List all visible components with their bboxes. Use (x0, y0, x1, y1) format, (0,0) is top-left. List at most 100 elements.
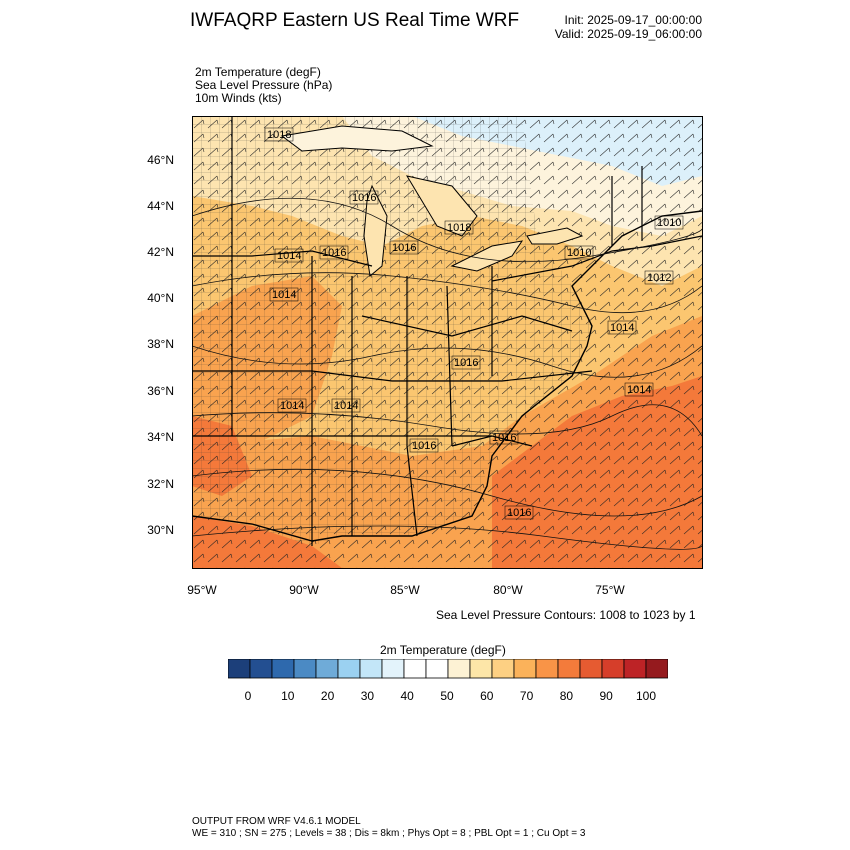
pressure-label-box (451, 355, 481, 370)
colorbar-swatch (228, 659, 251, 679)
contour-note: Sea Level Pressure Contours: 1008 to 102… (436, 608, 696, 622)
lake-michigan (363, 184, 388, 277)
pressure-label-box (264, 127, 294, 142)
colorbar-label: 50 (440, 689, 454, 703)
pressure-label-box (319, 245, 349, 260)
lat-tick-label: 46°N (147, 153, 174, 167)
colorbar-swatch (403, 659, 427, 679)
pressure-label-box (644, 270, 674, 285)
pressure-label-box (444, 220, 474, 235)
pressure-label-box (624, 382, 654, 397)
colorbar-swatch (623, 659, 647, 679)
pressure-label-box (269, 287, 299, 302)
pressure-label: 1010 (657, 217, 681, 229)
pressure-label: 1014 (610, 322, 634, 334)
lat-tick-label: 38°N (147, 337, 174, 351)
colorbar-swatch (425, 659, 449, 679)
colorbar-swatch (359, 659, 383, 679)
pressure-label-box (489, 430, 519, 445)
colorbar-swatch (249, 659, 273, 679)
lat-tick-label: 30°N (147, 523, 174, 537)
pressure-label: 1016 (412, 440, 436, 452)
colorbar-swatch (579, 659, 603, 679)
pressure-label: 1016 (492, 432, 516, 444)
pressure-label: 1018 (447, 222, 471, 234)
pressure-label: 1014 (627, 384, 651, 396)
county-lines (192, 116, 592, 546)
colorbar-swatch (491, 659, 515, 679)
colorbar-swatch (469, 659, 493, 679)
colorbar (228, 659, 668, 679)
pressure-label-box (504, 505, 534, 520)
init-time: Init: 2025-09-17_00:00:00 (564, 13, 702, 27)
colorbar-swatch (513, 659, 537, 679)
pressure-label-box (389, 240, 419, 255)
pressure-label-box (564, 245, 594, 260)
pressure-label: 1016 (392, 242, 416, 254)
lake-erie (450, 240, 524, 272)
lake-superior (280, 125, 434, 152)
colorbar-label: 40 (400, 689, 414, 703)
pressure-label: 1018 (267, 129, 291, 141)
pressure-label-box (274, 248, 304, 263)
colorbar-label: 30 (360, 689, 375, 703)
lon-tick-label: 85°W (390, 583, 420, 597)
pressure-label: 1016 (454, 357, 478, 369)
pressure-label-box (607, 320, 637, 335)
colorbar-swatch (645, 659, 668, 679)
colorbar-swatch (557, 659, 581, 679)
colorbar-label: 0 (244, 689, 252, 703)
pressure-label: 1014 (272, 289, 296, 301)
pressure-label-box (349, 190, 379, 205)
field-label-pressure: Sea Level Pressure (hPa) (195, 78, 333, 92)
colorbar-label: 80 (559, 689, 574, 703)
pressure-label: 1014 (280, 400, 304, 412)
field-label-winds: 10m Winds (kts) (195, 91, 282, 105)
lon-tick-label: 80°W (493, 583, 523, 597)
colorbar-swatch (337, 659, 361, 679)
lat-tick-label: 32°N (147, 477, 174, 491)
colorbar-title: 2m Temperature (degF) (380, 643, 506, 657)
pressure-label: 1012 (647, 272, 671, 284)
pressure-label: 1014 (334, 400, 358, 412)
lat-tick-label: 40°N (147, 291, 174, 305)
lake-ontario (526, 227, 584, 245)
footer-model: OUTPUT FROM WRF V4.6.1 MODEL (192, 816, 361, 827)
lat-tick-label: 42°N (147, 245, 174, 259)
pressure-label-box (277, 398, 307, 413)
weather-map: 1018 1016 1018 1010 1014 1016 1016 1010 1014 1012… (192, 116, 703, 569)
colorbar-swatch (447, 659, 471, 679)
lat-tick-label: 36°N (147, 384, 174, 398)
colorbar-label: 20 (320, 689, 335, 703)
lat-tick-label: 44°N (147, 199, 174, 213)
lon-tick-label: 95°W (187, 583, 217, 597)
pressure-label-box (331, 398, 361, 413)
lon-tick-label: 90°W (289, 583, 319, 597)
pressure-label: 1010 (567, 247, 591, 259)
chart-title: IWFAQRP Eastern US Real Time WRF (190, 10, 520, 31)
colorbar-label: 60 (480, 689, 494, 703)
valid-time: Valid: 2025-09-19_06:00:00 (554, 27, 702, 41)
colorbar-swatch (315, 659, 339, 679)
pressure-label-box (654, 215, 684, 230)
lon-tick-label: 75°W (595, 583, 625, 597)
colorbar-label: 70 (519, 689, 534, 703)
lat-tick-label: 34°N (147, 430, 174, 444)
footer-options: WE = 310 ; SN = 275 ; Levels = 38 ; Dis … (192, 828, 586, 839)
colorbar-swatch (535, 659, 559, 679)
colorbar-label: 90 (599, 689, 613, 703)
pressure-label: 1014 (277, 250, 301, 262)
pressure-contours (192, 197, 702, 550)
pressure-labels: 1018 1016 1018 1010 1014 1016 1016 1010 1014 1012… (264, 127, 684, 520)
colorbar-swatch (381, 659, 405, 679)
state-borders (192, 116, 702, 546)
colorbar-swatch (601, 659, 625, 679)
map-frame (192, 116, 703, 569)
pressure-label: 1016 (322, 247, 346, 259)
field-label-temperature: 2m Temperature (degF) (195, 65, 321, 79)
colorbar-label: 10 (281, 689, 295, 703)
colorbar-swatch (293, 659, 317, 679)
pressure-label: 1016 (352, 192, 376, 204)
pressure-label-box (409, 438, 439, 453)
pressure-label: 1016 (507, 507, 531, 519)
